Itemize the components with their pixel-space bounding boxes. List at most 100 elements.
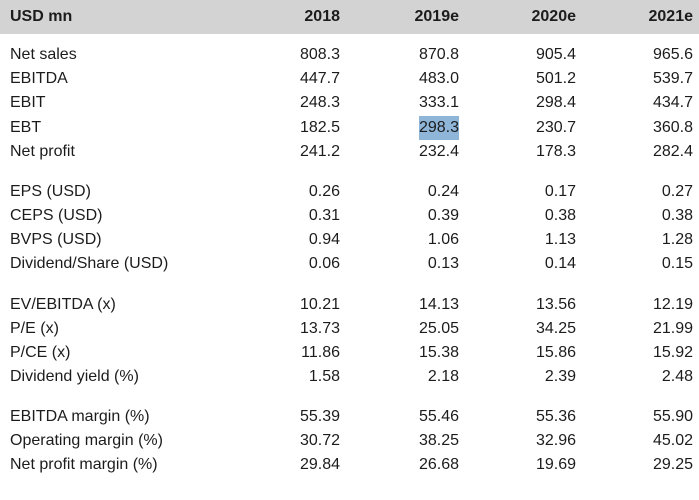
year-2020e: 2020e <box>531 8 577 25</box>
row-value: 0.39 <box>427 207 459 224</box>
row-label: EPS (USD) <box>10 183 91 200</box>
row-value: 360.8 <box>652 119 693 136</box>
row-value: 0.14 <box>544 255 576 272</box>
table-header: USD mn 2018 2019e 2020e 2021e <box>0 0 699 34</box>
row-value: 0.31 <box>308 207 340 224</box>
row-label: EV/EBITDA (x) <box>10 296 116 313</box>
row-value: 248.3 <box>299 94 340 111</box>
row-value: 870.8 <box>418 46 459 63</box>
row-value: 30.72 <box>299 432 340 449</box>
row-label: Net profit <box>10 143 75 160</box>
row-value: 178.3 <box>535 143 576 160</box>
row-label: EBITDA margin (%) <box>10 408 150 425</box>
unit-label: USD mn <box>10 8 73 25</box>
row-value: 282.4 <box>652 143 693 160</box>
table-row: Net sales 808.3 870.8 905.4 965.6 <box>0 43 699 67</box>
row-value: 232.4 <box>418 143 459 160</box>
row-value: 230.7 <box>535 119 576 136</box>
row-value: 298.4 <box>535 94 576 111</box>
row-value: 45.02 <box>652 432 693 449</box>
table-row: Net profit 241.2 232.4 178.3 282.4 <box>0 140 699 164</box>
row-value: 55.36 <box>535 408 576 425</box>
row-value: 21.99 <box>652 320 693 337</box>
row-value: 241.2 <box>299 143 340 160</box>
row-label: BVPS (USD) <box>10 231 102 248</box>
row-value: 0.13 <box>427 255 459 272</box>
table-row: Dividend yield (%) 1.58 2.18 2.39 2.48 <box>0 365 699 389</box>
row-value: 38.25 <box>418 432 459 449</box>
row-value: 2.39 <box>544 368 576 385</box>
table-row: EBITDA 447.7 483.0 501.2 539.7 <box>0 67 699 91</box>
row-value: 0.17 <box>544 183 576 200</box>
table-row: BVPS (USD) 0.94 1.06 1.13 1.28 <box>0 228 699 252</box>
table-row: EPS (USD) 0.26 0.24 0.17 0.27 <box>0 180 699 204</box>
row-value: 15.92 <box>652 344 693 361</box>
row-value: 1.13 <box>544 231 576 248</box>
row-value: 12.19 <box>652 296 693 313</box>
table-row: EBITDA margin (%) 55.39 55.46 55.36 55.90 <box>0 405 699 429</box>
row-value: 434.7 <box>652 94 693 111</box>
row-value: 2.18 <box>427 368 459 385</box>
year-2021e: 2021e <box>648 8 694 25</box>
row-value: 29.25 <box>652 456 693 473</box>
table-row: EBT 182.5 298.3 230.7 360.8 <box>0 116 699 140</box>
row-value: 26.68 <box>418 456 459 473</box>
row-value: 15.86 <box>535 344 576 361</box>
row-value: 13.73 <box>299 320 340 337</box>
row-value: 447.7 <box>299 70 340 87</box>
row-value: 55.90 <box>652 408 693 425</box>
row-value: 1.06 <box>427 231 459 248</box>
table-row: Operating margin (%) 30.72 38.25 32.96 45.02 <box>0 429 699 453</box>
row-label: P/E (x) <box>10 320 59 337</box>
year-2019e: 2019e <box>414 8 460 25</box>
row-value: 29.84 <box>299 456 340 473</box>
table-row: Dividend/Share (USD) 0.06 0.13 0.14 0.15 <box>0 252 699 276</box>
table-row: EV/EBITDA (x) 10.21 14.13 13.56 12.19 <box>0 293 699 317</box>
row-value: 0.38 <box>661 207 693 224</box>
row-label: Net profit margin (%) <box>10 456 158 473</box>
row-value: 0.15 <box>661 255 693 272</box>
row-value: 298.3 <box>418 116 459 140</box>
row-value: 333.1 <box>418 94 459 111</box>
row-value: 0.26 <box>308 183 340 200</box>
table-row: CEPS (USD) 0.31 0.39 0.38 0.38 <box>0 204 699 228</box>
row-value: 965.6 <box>652 46 693 63</box>
row-label: EBIT <box>10 94 46 111</box>
row-value: 34.25 <box>535 320 576 337</box>
row-value: 15.38 <box>418 344 459 361</box>
row-label: Net sales <box>10 46 77 63</box>
table-row: Net profit margin (%) 29.84 26.68 19.69 29.2… <box>0 453 699 477</box>
row-value: 182.5 <box>299 119 340 136</box>
row-value: 55.39 <box>299 408 340 425</box>
row-value: 13.56 <box>535 296 576 313</box>
row-value: 10.21 <box>299 296 340 313</box>
row-label: P/CE (x) <box>10 344 71 361</box>
row-value: 483.0 <box>418 70 459 87</box>
row-value: 2.48 <box>661 368 693 385</box>
row-value: 0.27 <box>661 183 693 200</box>
table-row: EBIT 248.3 333.1 298.4 434.7 <box>0 91 699 115</box>
row-value: 55.46 <box>418 408 459 425</box>
row-label: Dividend yield (%) <box>10 368 139 385</box>
row-value: 0.06 <box>308 255 340 272</box>
row-value: 1.58 <box>308 368 340 385</box>
table-row: P/CE (x) 11.86 15.38 15.86 15.92 <box>0 341 699 365</box>
row-value: 0.94 <box>308 231 340 248</box>
row-value: 539.7 <box>652 70 693 87</box>
row-value: 32.96 <box>535 432 576 449</box>
row-label: Dividend/Share (USD) <box>10 255 169 272</box>
row-label: EBT <box>10 119 42 136</box>
row-value: 19.69 <box>535 456 576 473</box>
row-value: 1.28 <box>661 231 693 248</box>
row-value: 905.4 <box>535 46 576 63</box>
row-label: Operating margin (%) <box>10 432 163 449</box>
row-value: 0.24 <box>427 183 459 200</box>
table-row: P/E (x) 13.73 25.05 34.25 21.99 <box>0 317 699 341</box>
row-value: 11.86 <box>301 344 340 361</box>
row-value: 25.05 <box>418 320 459 337</box>
row-value: 0.38 <box>544 207 576 224</box>
year-2018: 2018 <box>304 8 340 25</box>
row-value: 808.3 <box>299 46 340 63</box>
row-value: 14.13 <box>418 296 459 313</box>
